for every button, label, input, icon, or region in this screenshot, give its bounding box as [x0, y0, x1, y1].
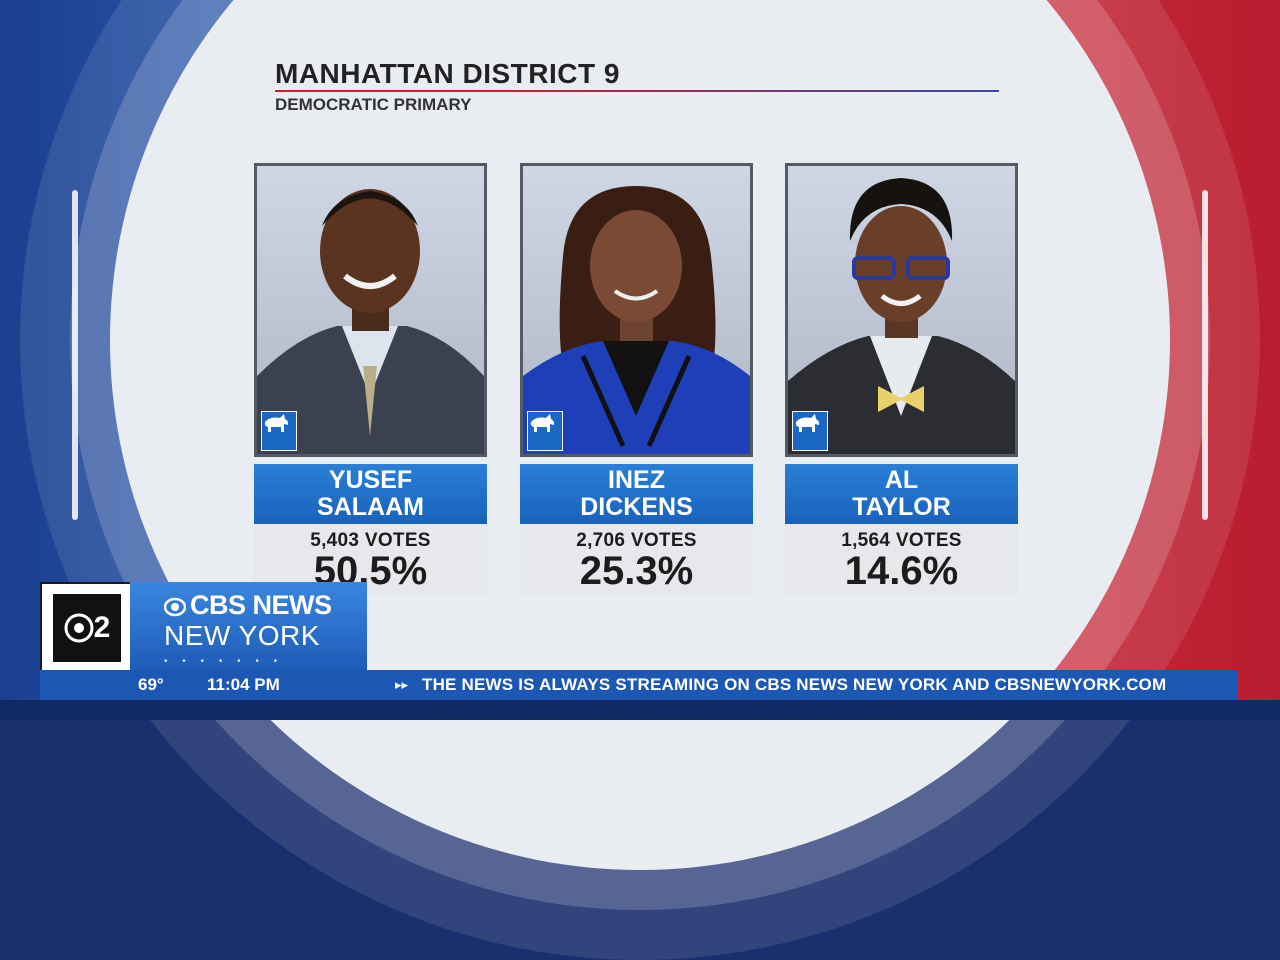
- candidate-portrait: [257, 189, 484, 454]
- candidate-results: 2,706 VOTES 25.3%: [520, 524, 753, 594]
- candidate-card: YUSEF SALAAM 5,403 VOTES 50.5%: [254, 163, 487, 594]
- donkey-icon: [264, 414, 289, 432]
- ticker-bottom-bar: [0, 700, 1280, 720]
- station-name: NEW YORK: [164, 620, 320, 651]
- candidate-results: 1,564 VOTES 14.6%: [785, 524, 1018, 594]
- candidate-portrait: [523, 186, 750, 454]
- network-branding: CBS NEWS NEW YORK • • • • • • •: [130, 582, 367, 670]
- candidate-name: YUSEF SALAAM: [254, 464, 487, 524]
- chevron-right-icon: ▸▸: [395, 677, 409, 692]
- cbs-eye-icon: [64, 613, 94, 643]
- vote-count: 2,706 VOTES: [576, 530, 697, 551]
- candidate-name: AL TAYLOR: [785, 464, 1018, 524]
- candidate-first-name: AL: [884, 466, 919, 494]
- candidate-name: INEZ DICKENS: [520, 464, 753, 524]
- network-name: CBS NEWS: [190, 590, 332, 620]
- news-ticker: 69° 11:04 PM ▸▸ THE NEWS IS ALWAYS STREA…: [40, 670, 1238, 700]
- temperature: 69°: [138, 675, 164, 694]
- candidate-last-name: TAYLOR: [852, 493, 951, 521]
- candidate-first-name: YUSEF: [328, 466, 413, 494]
- ticker-crawl: THE NEWS IS ALWAYS STREAMING ON CBS NEWS…: [422, 675, 1167, 694]
- channel-logo: 2: [40, 582, 134, 674]
- page-title: MANHATTAN DISTRICT 9: [275, 58, 620, 89]
- vote-percent: 25.3%: [579, 549, 694, 593]
- decorative-dots: • • • • • • •: [164, 656, 284, 667]
- vote-percent: 14.6%: [844, 549, 959, 593]
- democrat-badge: [527, 411, 563, 451]
- candidate-last-name: SALAAM: [317, 493, 424, 521]
- candidate-last-name: DICKENS: [580, 493, 693, 521]
- channel-number: 2: [93, 611, 111, 644]
- candidate-photo: [785, 163, 1018, 457]
- cbs-eye-icon: [164, 597, 186, 617]
- candidate-photo: [254, 163, 487, 457]
- background-accent-left: [72, 190, 78, 520]
- candidate-photo: [520, 163, 753, 457]
- donkey-icon: [530, 414, 555, 432]
- background-accent-right: [1202, 190, 1208, 520]
- vote-count: 5,403 VOTES: [310, 530, 431, 551]
- page-subtitle: DEMOCRATIC PRIMARY: [275, 95, 472, 114]
- title-divider: [275, 90, 999, 92]
- cbs2-logo: 2: [53, 594, 121, 662]
- clock-time: 11:04 PM: [207, 675, 280, 694]
- vote-count: 1,564 VOTES: [841, 530, 962, 551]
- democrat-badge: [792, 411, 828, 451]
- candidate-first-name: INEZ: [608, 466, 665, 494]
- democrat-badge: [261, 411, 297, 451]
- candidate-card: INEZ DICKENS 2,706 VOTES 25.3%: [520, 163, 753, 594]
- candidate-card: AL TAYLOR 1,564 VOTES 14.6%: [785, 163, 1018, 594]
- candidate-portrait: [788, 178, 1015, 454]
- donkey-icon: [795, 414, 820, 432]
